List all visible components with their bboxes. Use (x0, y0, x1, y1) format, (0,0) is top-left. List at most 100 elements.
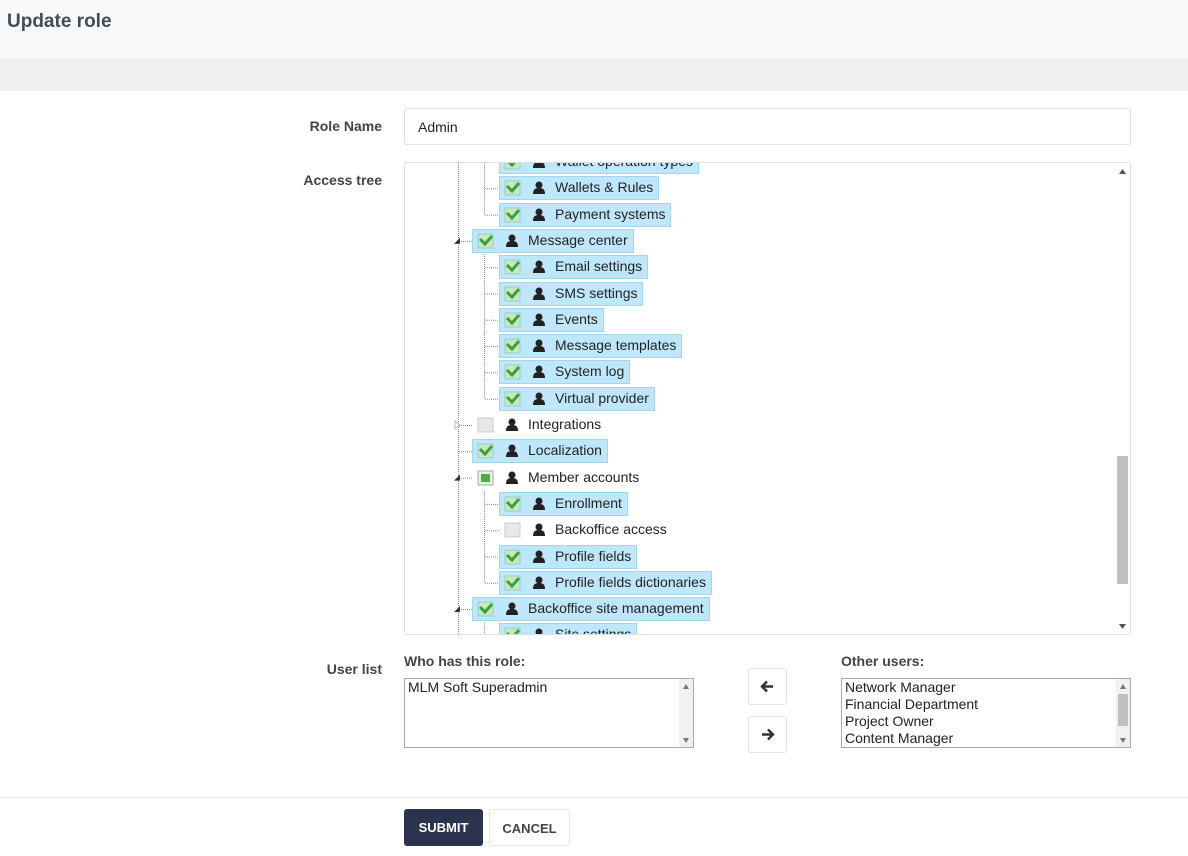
check-mark (505, 550, 521, 562)
tree-node[interactable]: Enrollment (499, 491, 899, 516)
role-name-input[interactable]: Admin (404, 108, 1131, 145)
tree-node[interactable]: Message center (472, 228, 872, 253)
check-mark (478, 445, 494, 457)
tree-toggle (454, 237, 460, 244)
check-mark (505, 366, 521, 378)
check-mark (505, 497, 521, 510)
tree-node[interactable]: Wallets & Rules (499, 176, 899, 201)
user-icon-head (535, 365, 543, 373)
user-icon-head (508, 234, 516, 242)
node-label: Events (555, 310, 598, 327)
user-icon-body (533, 293, 545, 300)
user-icon-body (506, 477, 518, 484)
arrow-right-icon (762, 728, 775, 741)
tree-node[interactable]: Localization (472, 439, 872, 464)
node-highlight (499, 334, 683, 359)
node-label: Enrollment (555, 494, 622, 511)
node-icons (504, 575, 545, 591)
list-item: Network Manager (845, 679, 956, 695)
cancel-button[interactable]: CANCEL (489, 809, 570, 846)
user-icon-head (535, 208, 543, 216)
node-highlight (499, 623, 638, 634)
check-mark (507, 163, 516, 168)
tree-node[interactable]: Site settings (499, 623, 899, 635)
tree-node[interactable]: Member accounts (472, 466, 872, 490)
node-icons (477, 233, 518, 249)
partial-mark (481, 473, 490, 482)
tree-node[interactable]: Events (499, 307, 899, 332)
node-label: Site settings (555, 626, 632, 635)
user-icon-body (533, 582, 545, 589)
user-icon-body (533, 214, 545, 221)
scrollbar[interactable] (1115, 163, 1130, 634)
list-item: Content Manager (845, 730, 954, 746)
move-right-button[interactable] (748, 716, 787, 753)
scroll-thumb (1117, 456, 1128, 584)
role-users-list[interactable]: MLM Soft Superadmin (404, 678, 694, 748)
tree-node[interactable]: Backoffice access (499, 518, 899, 542)
tree-node[interactable]: Virtual provider (499, 386, 899, 411)
field-label: Role Name (309, 118, 382, 134)
node-highlight (499, 570, 712, 595)
node-highlight (472, 228, 634, 253)
node-icons (504, 364, 545, 380)
check-mark (505, 313, 521, 325)
check-mark (505, 261, 521, 273)
submit-button[interactable]: SUBMIT (404, 809, 483, 846)
list-item: Project Owner (845, 713, 934, 729)
user-icon-body (506, 425, 518, 431)
user-icon-body (533, 556, 545, 563)
node-highlight (499, 360, 631, 385)
move-left-button[interactable] (748, 668, 787, 705)
scroll-down (1119, 624, 1126, 629)
tree-node[interactable]: Profile fields (499, 544, 899, 569)
field-label: Access tree (303, 172, 382, 188)
user-icon-head (535, 550, 543, 557)
tree-node[interactable]: System log (499, 360, 899, 385)
scroll-down (1120, 738, 1126, 743)
user-icon-body (533, 188, 545, 195)
node-label: Profile fields (555, 547, 632, 564)
list-label: Who has this role: (404, 653, 526, 669)
node-highlight (499, 544, 638, 569)
tree-node[interactable]: Payment systems (499, 202, 899, 227)
check-mark (505, 576, 521, 588)
tree-node[interactable]: Integrations (472, 413, 872, 437)
access-tree: Wallet operation types Wallets & Rules Pay… (404, 162, 1131, 635)
check-mark (505, 182, 521, 194)
node-label: Message center (528, 231, 628, 248)
tree-node[interactable]: Wallet operation types (499, 163, 899, 174)
node-icons (504, 391, 545, 407)
tree-node[interactable]: Email settings (499, 255, 899, 280)
user-icon-body (533, 398, 545, 405)
node-label: System log (555, 363, 625, 380)
arrow-left-icon (760, 680, 773, 693)
node-icons (504, 259, 545, 275)
tree-node[interactable]: Message templates (499, 334, 899, 359)
user-icon-head (535, 523, 543, 531)
user-icon-body (533, 346, 545, 353)
scroll-up (1120, 684, 1126, 689)
user-icon-head (535, 260, 543, 268)
node-label: Backoffice site management (528, 600, 704, 617)
node-icons (477, 601, 518, 617)
check-mark (478, 603, 494, 615)
node-highlight (499, 176, 660, 201)
other-users-list[interactable]: Network Manager Financial Department Proje… (841, 678, 1131, 748)
tree-node[interactable]: Profile fields dictionaries (499, 570, 899, 595)
node-highlight (499, 386, 655, 411)
node-label: Message templates (555, 337, 677, 354)
list-label: Other users: (841, 653, 925, 669)
check-mark (505, 208, 521, 220)
node-label: Payment systems (555, 205, 666, 222)
header: Update role (0, 0, 1188, 58)
user-icon-body (533, 372, 545, 379)
node-highlight (499, 281, 644, 306)
user-icon-body (533, 319, 545, 326)
list-item: Financial Department (845, 696, 979, 712)
scroll-down (683, 738, 689, 743)
node-icons (504, 338, 545, 354)
tree-node[interactable]: Backoffice site management (472, 597, 872, 622)
tree-node[interactable]: SMS settings (499, 281, 899, 306)
